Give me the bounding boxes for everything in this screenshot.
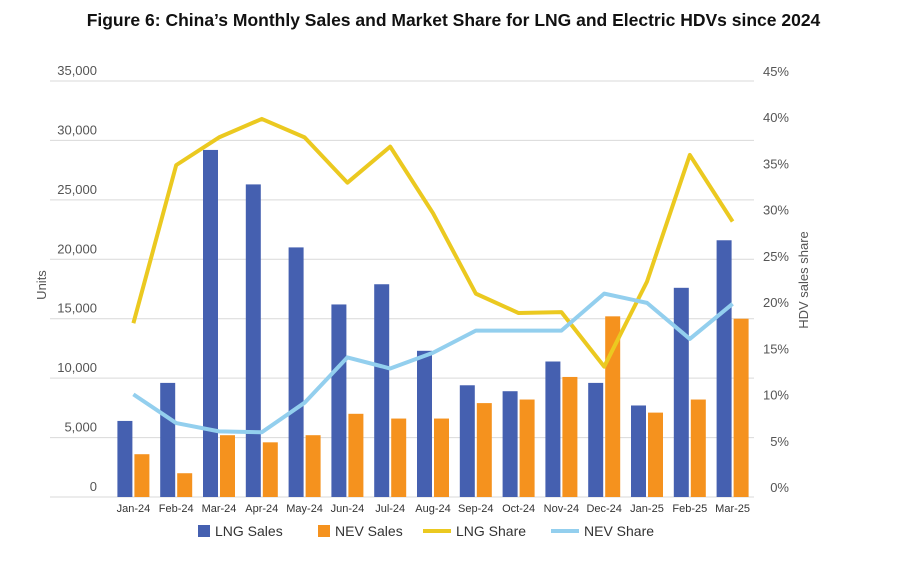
bar-nev-sales: [648, 412, 663, 497]
x-tick-label: Mar-25: [715, 503, 750, 515]
bar-nev-sales: [434, 418, 449, 497]
bar-nev-sales: [476, 403, 492, 497]
legend-swatch: [198, 525, 210, 537]
bar-lng-sales: [502, 391, 518, 497]
y2-tick-label: 15%: [763, 341, 789, 356]
bar-lng-sales: [245, 184, 261, 498]
bar-nev-sales: [562, 376, 578, 497]
y2-tick-label: 25%: [763, 249, 789, 264]
legend-label: LNG Share: [456, 523, 526, 539]
x-tick-label: Oct-24: [502, 503, 535, 515]
bar-nev-sales: [305, 435, 321, 497]
bar-lng-sales: [160, 382, 176, 497]
y2-tick-label: 40%: [763, 110, 789, 125]
x-tick-label: Feb-25: [672, 503, 707, 515]
x-tick-label: Feb-24: [159, 503, 194, 515]
bar-lng-sales: [673, 287, 689, 497]
legend-label: NEV Share: [584, 523, 654, 539]
bar-nev-sales: [733, 318, 749, 497]
y2-tick-label: 10%: [763, 388, 789, 403]
bar-lng-sales: [117, 420, 133, 497]
x-tick-label: Apr-24: [245, 503, 278, 515]
bar-nev-sales: [519, 399, 535, 497]
x-tick-label: Aug-24: [415, 503, 450, 515]
x-tick-label: Jan-25: [630, 503, 664, 515]
bar-lng-sales: [631, 405, 646, 497]
bar-lng-sales: [288, 247, 304, 497]
x-tick-label: May-24: [286, 503, 323, 515]
x-tick-label: Mar-24: [202, 503, 237, 515]
x-tick-label: Dec-24: [586, 503, 621, 515]
y2-tick-label: 20%: [763, 295, 789, 310]
y-tick-label: 15,000: [57, 301, 97, 316]
bar-nev-sales: [690, 399, 706, 497]
y-tick-label: 35,000: [57, 63, 97, 78]
y2-tick-label: 35%: [763, 156, 789, 171]
x-tick-label: Jul-24: [375, 503, 405, 515]
y2-tick-label: 5%: [770, 434, 789, 449]
y-tick-label: 25,000: [57, 182, 97, 197]
legend-label: LNG Sales: [215, 523, 283, 539]
x-tick-label: Jan-24: [117, 503, 151, 515]
y2-tick-label: 45%: [763, 64, 789, 79]
bar-nev-sales: [134, 454, 150, 497]
line-lng-share: [131, 116, 735, 369]
bar-lng-sales: [417, 350, 432, 497]
x-tick-label: Nov-24: [544, 503, 579, 515]
bar-lng-sales: [331, 304, 347, 497]
legend-swatch: [318, 525, 330, 537]
x-tick-label: Sep-24: [458, 503, 493, 515]
bar-lng-sales: [588, 382, 604, 497]
y2-axis-label: HDV sales share: [796, 231, 811, 329]
bar-nev-sales: [391, 418, 407, 497]
bar-lng-sales: [374, 284, 390, 497]
x-tick-label: Jun-24: [331, 503, 365, 515]
bar-nev-sales: [177, 473, 193, 497]
legend-label: NEV Sales: [335, 523, 403, 539]
y-tick-label: 0: [90, 479, 97, 494]
chart-title: Figure 6: China’s Monthly Sales and Mark…: [86, 10, 821, 30]
y-tick-label: 20,000: [57, 241, 97, 256]
y-axis-label: Units: [34, 270, 49, 300]
bar-lng-sales: [545, 361, 561, 497]
bar-lng-sales: [203, 149, 218, 498]
y2-tick-label: 30%: [763, 203, 789, 218]
bar-nev-sales: [220, 435, 235, 497]
bar-nev-sales: [348, 413, 364, 497]
y2-tick-label: 0%: [770, 480, 789, 495]
y-tick-label: 10,000: [57, 360, 97, 375]
bar-lng-sales: [716, 240, 732, 498]
bar-nev-sales: [262, 442, 278, 497]
y-tick-label: 30,000: [57, 122, 97, 137]
bar-lng-sales: [459, 385, 475, 497]
y-tick-label: 5,000: [64, 420, 97, 435]
